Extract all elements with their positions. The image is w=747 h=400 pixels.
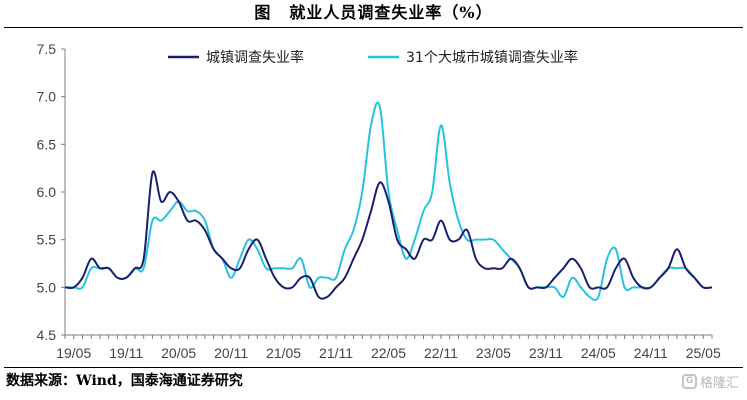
x-tick-label: 23/05 bbox=[476, 345, 511, 361]
series-line-2 bbox=[65, 101, 713, 302]
x-tick-label: 23/11 bbox=[529, 345, 563, 361]
legend: 城镇调查失业率 31个大城市城镇调查失业率 bbox=[168, 49, 578, 66]
y-tick-label: 5.0 bbox=[37, 279, 57, 295]
y-tick-label: 7.0 bbox=[37, 89, 57, 105]
series-line-1 bbox=[64, 170, 713, 300]
x-tick-label: 20/05 bbox=[161, 345, 196, 361]
line-chart: 城镇调查失业率 31个大城市城镇调查失业率 4.5 5.0 5.5 6.0 6.5 7.0… bbox=[37, 41, 721, 361]
x-tick-label: 19/11 bbox=[109, 345, 143, 361]
x-tick-label: 24/05 bbox=[581, 345, 616, 361]
y-tick-label: 6.0 bbox=[37, 184, 57, 200]
axes: 4.5 5.0 5.5 6.0 6.5 7.0 7.5 19/05 19/11 20/05 20/1… bbox=[37, 41, 721, 361]
legend-label-series-1: 城镇调查失业率 bbox=[206, 49, 304, 66]
y-tick-label: 7.5 bbox=[37, 41, 57, 57]
y-tick-label: 4.5 bbox=[37, 327, 57, 343]
watermark-text: 格隆汇 bbox=[699, 376, 739, 391]
x-tick-label: 25/05 bbox=[686, 345, 721, 361]
figure-label: 图 bbox=[254, 3, 272, 22]
x-tick-label: 24/11 bbox=[634, 345, 668, 361]
y-tick-label: 5.5 bbox=[37, 232, 57, 248]
x-tick-label: 19/05 bbox=[56, 345, 91, 361]
gelonghui-logo-icon: G bbox=[681, 374, 697, 389]
figure-title: 图就业人员调查失业率（%） bbox=[0, 0, 747, 26]
x-tick-label: 22/05 bbox=[371, 345, 406, 361]
legend-label-series-2: 31个大城市城镇调查失业率 bbox=[406, 49, 578, 66]
y-tick-label: 6.5 bbox=[37, 136, 57, 152]
x-tick-label: 20/11 bbox=[214, 345, 248, 361]
x-tick-label: 21/05 bbox=[266, 345, 301, 361]
title-rule bbox=[4, 27, 743, 28]
source-rule bbox=[4, 367, 743, 368]
x-tick-label: 22/11 bbox=[424, 345, 458, 361]
series-lines bbox=[64, 101, 713, 302]
watermark: G 格隆汇 bbox=[681, 372, 739, 391]
x-tick-label: 21/11 bbox=[319, 345, 353, 361]
source-note: 数据来源：Wind，国泰海通证券研究 bbox=[6, 373, 243, 389]
figure-title-text: 就业人员调查失业率（%） bbox=[289, 3, 493, 22]
